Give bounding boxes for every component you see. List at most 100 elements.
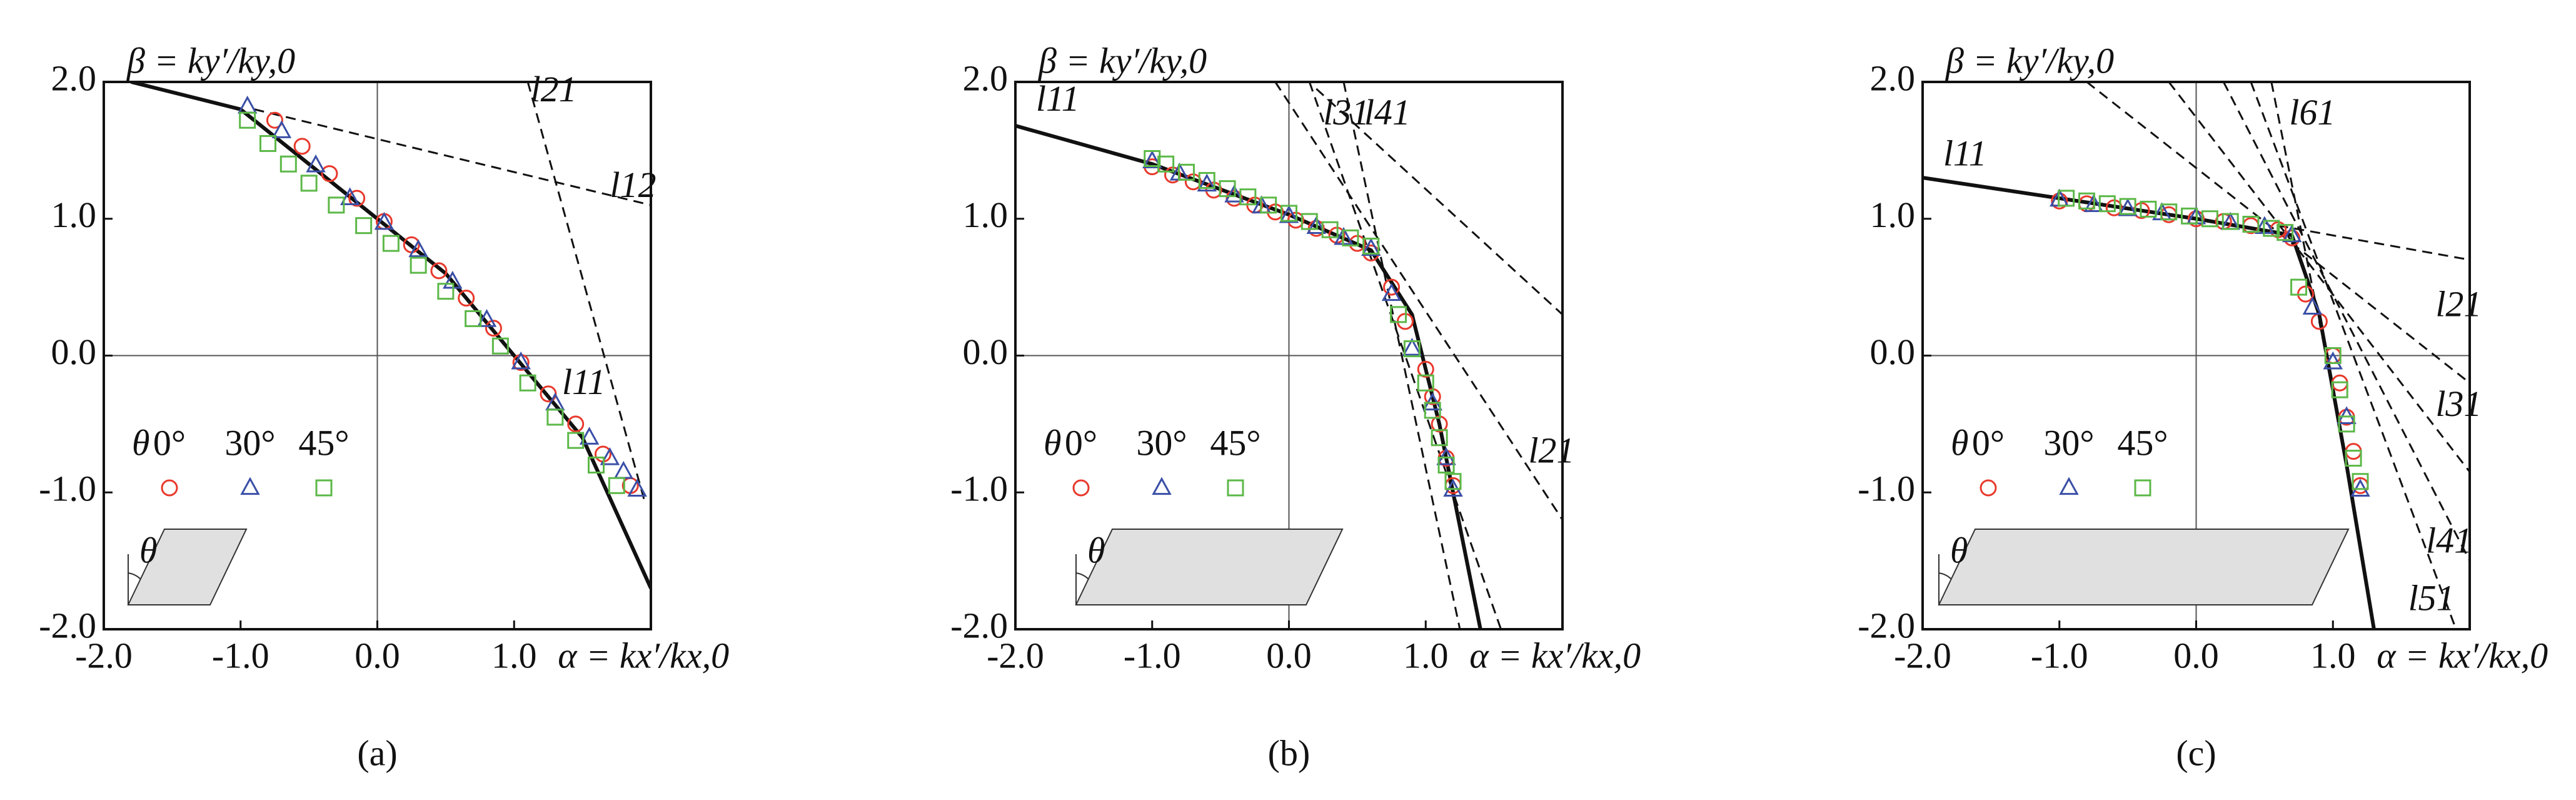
point — [1390, 306, 1407, 323]
point — [2352, 473, 2369, 490]
point — [2290, 278, 2308, 296]
line-label: l11 — [1943, 133, 1987, 174]
point — [1383, 278, 1401, 296]
point — [608, 477, 625, 494]
x-tick-label: 1.0 — [491, 635, 537, 676]
point — [355, 217, 373, 235]
line-label: l31 — [1323, 92, 1369, 133]
y-tick-label: 0.0 — [1870, 332, 1916, 372]
point — [2263, 220, 2280, 237]
point — [476, 309, 497, 327]
point — [2324, 347, 2342, 364]
point — [2282, 224, 2302, 243]
point — [1301, 213, 1318, 230]
legend-label: 30° — [1136, 422, 1187, 463]
inset-arc — [128, 572, 141, 580]
line-label: l11 — [562, 362, 606, 402]
reference-line — [1274, 82, 1562, 520]
legend-marker — [161, 479, 178, 497]
point — [1381, 283, 1402, 301]
line-label: l21 — [1528, 430, 1574, 470]
point — [491, 337, 509, 355]
x-axis-label: α = kx′/kx,0 — [1469, 635, 1641, 676]
reference-line — [2168, 82, 2470, 473]
legend-label: 0° — [1972, 422, 2005, 463]
point — [588, 457, 605, 473]
legend-marker — [240, 477, 260, 495]
x-tick-label: -2.0 — [75, 635, 133, 676]
point — [567, 415, 585, 433]
point — [2083, 194, 2104, 212]
panel-label: (b) — [1268, 732, 1311, 773]
point — [382, 235, 400, 252]
reference-line — [526, 82, 645, 500]
point — [1402, 338, 1422, 356]
y-axis-label: β = ky′/ky,0 — [126, 40, 295, 81]
x-tick-label: 0.0 — [2173, 635, 2219, 676]
point — [266, 111, 283, 129]
point — [627, 478, 647, 497]
inset-shape — [127, 529, 248, 605]
plot-lines — [1015, 82, 1562, 629]
point — [293, 138, 311, 155]
legend-marker — [1152, 477, 1172, 495]
point — [2140, 200, 2157, 218]
point — [2160, 203, 2178, 221]
point — [1224, 185, 1244, 203]
point — [306, 154, 326, 173]
y-tick-label: 0.0 — [51, 332, 97, 372]
point — [465, 310, 482, 327]
point — [321, 165, 338, 183]
plot-frame — [103, 81, 652, 630]
point — [1342, 229, 1359, 246]
reference-line — [254, 108, 651, 206]
point — [2058, 190, 2075, 207]
point — [328, 196, 345, 214]
point — [579, 427, 600, 445]
legend-title: θ — [1951, 422, 1969, 463]
point — [2323, 351, 2343, 370]
legend-marker — [2059, 477, 2079, 495]
point — [1437, 457, 1455, 473]
point — [1403, 340, 1421, 358]
y-tick-label: 1.0 — [1870, 195, 1916, 235]
inset-shape — [1075, 529, 1344, 605]
point — [410, 256, 427, 274]
x-tick-label: -1.0 — [2031, 635, 2088, 676]
point — [279, 155, 297, 173]
reference-line — [2222, 82, 2470, 562]
y-tick-label: -2.0 — [39, 605, 96, 646]
x-axis-label: α = kx′/kx,0 — [558, 635, 729, 676]
point — [271, 120, 292, 138]
inset-label: θ — [1950, 530, 1968, 570]
plot-frame — [1921, 81, 2471, 630]
legend-marker — [2134, 479, 2151, 497]
x-tick-label: -1.0 — [212, 635, 269, 676]
point — [340, 187, 360, 206]
line-label: l51 — [2408, 578, 2455, 619]
legend-label: 30° — [2043, 422, 2094, 463]
point — [2119, 198, 2136, 215]
x-tick-label: -2.0 — [987, 635, 1044, 676]
point — [437, 283, 455, 300]
inset-shape — [1938, 529, 2350, 605]
point — [1197, 173, 1217, 192]
point — [600, 447, 620, 465]
y-tick-label: -1.0 — [950, 468, 1008, 509]
reference-line — [1342, 82, 1461, 629]
point — [2302, 296, 2323, 315]
reference-line — [1015, 124, 1482, 629]
line-label: l61 — [2289, 92, 2335, 133]
line-label: l12 — [610, 165, 656, 205]
point — [1144, 150, 1161, 167]
point — [458, 290, 475, 307]
y-tick-label: -2.0 — [950, 605, 1008, 646]
point — [2098, 195, 2116, 213]
point — [430, 262, 448, 280]
panel-label: (a) — [357, 732, 397, 773]
legend-marker — [1980, 479, 1997, 497]
line-label: l11 — [1036, 78, 1080, 119]
legend-title: θ — [132, 422, 150, 463]
line-label: l21 — [531, 69, 577, 109]
